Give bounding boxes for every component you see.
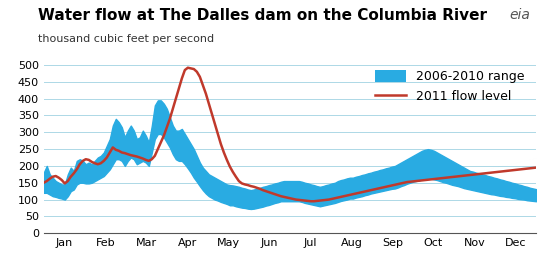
Text: eia: eia [510, 8, 531, 22]
Text: Water flow at The Dalles dam on the Columbia River: Water flow at The Dalles dam on the Colu… [38, 8, 487, 23]
Legend: 2006-2010 range, 2011 flow level: 2006-2010 range, 2011 flow level [370, 65, 530, 108]
Text: thousand cubic feet per second: thousand cubic feet per second [38, 34, 214, 45]
